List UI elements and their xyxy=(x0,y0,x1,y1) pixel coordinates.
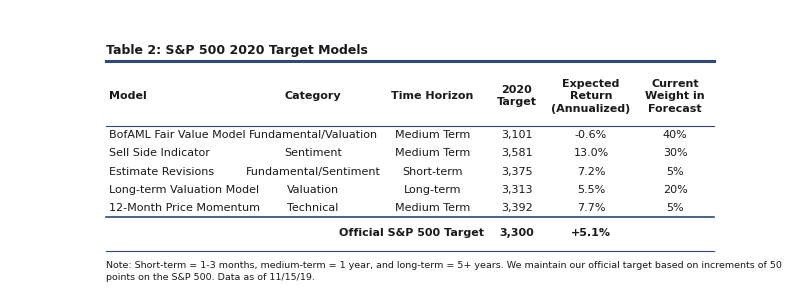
Text: Fundamental/Valuation: Fundamental/Valuation xyxy=(249,130,378,140)
Text: Expected
Return
(Annualized): Expected Return (Annualized) xyxy=(551,79,630,114)
Text: 13.0%: 13.0% xyxy=(574,148,609,159)
Text: +5.1%: +5.1% xyxy=(571,229,611,238)
Text: Long-term Valuation Model: Long-term Valuation Model xyxy=(110,185,259,195)
Text: Time Horizon: Time Horizon xyxy=(391,91,474,101)
Text: 3,375: 3,375 xyxy=(501,166,533,177)
Text: Sentiment: Sentiment xyxy=(284,148,342,159)
Text: Category: Category xyxy=(285,91,342,101)
Text: 5%: 5% xyxy=(666,203,684,213)
Text: 40%: 40% xyxy=(662,130,687,140)
Text: 20%: 20% xyxy=(662,185,687,195)
Text: 30%: 30% xyxy=(662,148,687,159)
Text: Note: Short-term = 1-3 months, medium-term = 1 year, and long-term = 5+ years. W: Note: Short-term = 1-3 months, medium-te… xyxy=(106,261,782,282)
Text: 7.2%: 7.2% xyxy=(577,166,606,177)
Text: 5%: 5% xyxy=(666,166,684,177)
Text: Table 2: S&P 500 2020 Target Models: Table 2: S&P 500 2020 Target Models xyxy=(106,44,368,57)
Text: 7.7%: 7.7% xyxy=(577,203,606,213)
Text: 2020
Target: 2020 Target xyxy=(497,85,537,107)
Text: Estimate Revisions: Estimate Revisions xyxy=(110,166,214,177)
Text: 3,300: 3,300 xyxy=(499,229,534,238)
Text: 3,313: 3,313 xyxy=(501,185,533,195)
Text: 3,101: 3,101 xyxy=(501,130,533,140)
Text: Technical: Technical xyxy=(287,203,338,213)
Text: Sell Side Indicator: Sell Side Indicator xyxy=(110,148,210,159)
Text: Current
Weight in
Forecast: Current Weight in Forecast xyxy=(646,79,705,114)
Text: 3,392: 3,392 xyxy=(501,203,533,213)
Text: Medium Term: Medium Term xyxy=(395,130,470,140)
Text: BofAML Fair Value Model: BofAML Fair Value Model xyxy=(110,130,246,140)
Text: Medium Term: Medium Term xyxy=(395,148,470,159)
Text: Medium Term: Medium Term xyxy=(395,203,470,213)
Text: Fundamental/Sentiment: Fundamental/Sentiment xyxy=(246,166,381,177)
Text: Official S&P 500 Target: Official S&P 500 Target xyxy=(339,229,485,238)
Text: 12-Month Price Momentum: 12-Month Price Momentum xyxy=(110,203,260,213)
Text: -0.6%: -0.6% xyxy=(575,130,607,140)
Text: Short-term: Short-term xyxy=(402,166,463,177)
Text: Model: Model xyxy=(110,91,147,101)
Text: 5.5%: 5.5% xyxy=(577,185,605,195)
Text: 3,581: 3,581 xyxy=(501,148,533,159)
Text: Valuation: Valuation xyxy=(287,185,339,195)
Text: Long-term: Long-term xyxy=(404,185,462,195)
